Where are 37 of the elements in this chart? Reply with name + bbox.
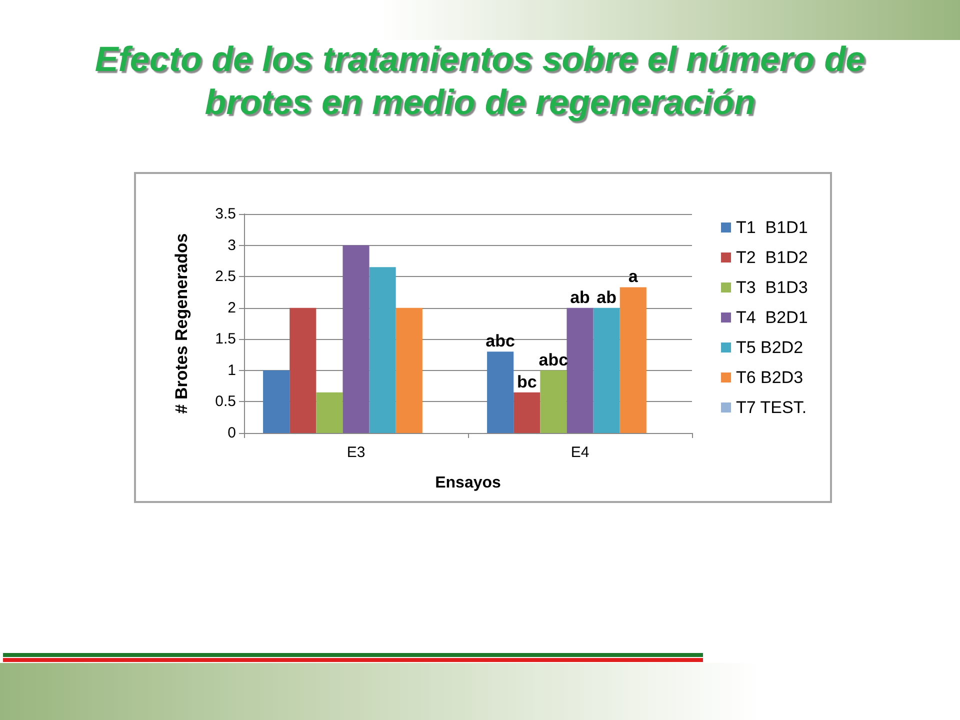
bar [316, 392, 343, 433]
x-tick-label: E4 [570, 444, 590, 461]
bar [487, 352, 514, 433]
bar [369, 267, 396, 433]
legend-label: T2 B1D2 [736, 248, 808, 267]
legend-label: T5 B2D2 [736, 338, 804, 357]
y-tick-label: 2.5 [215, 268, 236, 286]
y-tick-label: 1 [228, 362, 236, 379]
bar [566, 308, 594, 433]
bar [540, 370, 567, 433]
bar [514, 392, 540, 433]
y-tick-label: 3.5 [215, 206, 236, 222]
legend-label: T3 B1D3 [736, 278, 808, 297]
legend-label: T4 B2D1 [736, 308, 808, 327]
chart-title: Efecto de los tratamientos sobre el número de brotes en medio de regeneración [94, 39, 866, 124]
legend-label: T7 TEST. [736, 398, 807, 417]
x-axis-title: Ensayos [435, 474, 502, 492]
y-tick-label: 3 [228, 236, 236, 254]
y-tick-label: 1.5 [215, 330, 236, 348]
data-label: ab [570, 288, 590, 307]
y-tick-label: 0.5 [215, 393, 236, 410]
y-tick-label: 2 [228, 299, 236, 316]
bar [263, 370, 290, 433]
data-label: ab [596, 288, 616, 307]
data-label: a [628, 267, 638, 286]
data-label: bc [516, 372, 537, 392]
legend-label: T6 B2D3 [736, 368, 804, 387]
legend-label: T1 B1D1 [736, 218, 808, 237]
data-label: abc [486, 332, 515, 351]
bar [620, 287, 646, 433]
y-tick-label: 0 [228, 424, 236, 442]
x-tick-label: E3 [346, 444, 366, 461]
bar [342, 245, 370, 433]
bar [593, 308, 620, 433]
bar [396, 308, 422, 433]
y-axis-title: # Brotes Regenerados [172, 233, 191, 414]
bar [290, 308, 316, 433]
